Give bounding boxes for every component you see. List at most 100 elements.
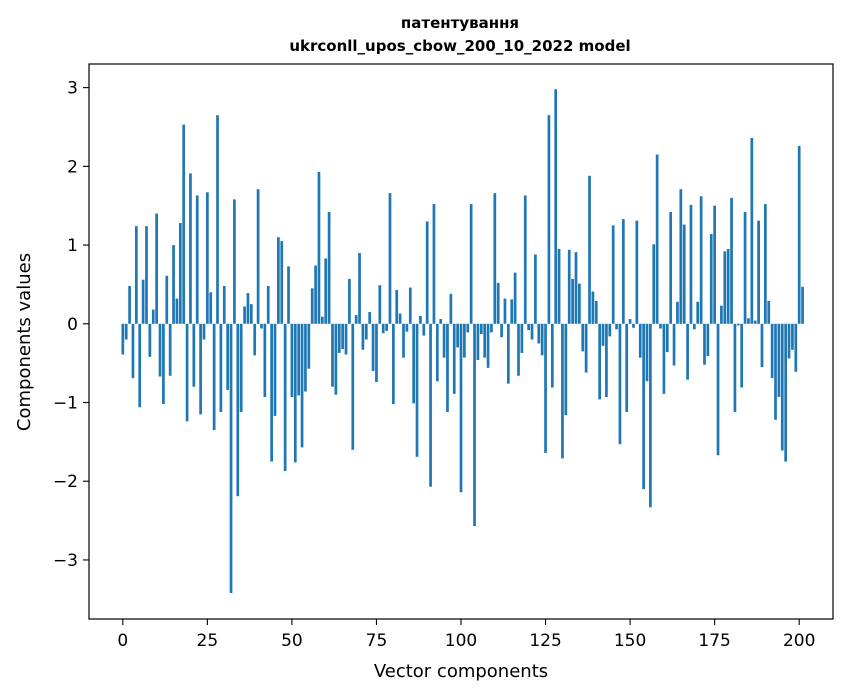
bar bbox=[689, 204, 693, 324]
bar bbox=[327, 212, 331, 324]
bar bbox=[608, 323, 612, 337]
bar bbox=[791, 323, 794, 350]
bar bbox=[304, 323, 307, 392]
bar bbox=[405, 323, 409, 332]
x-axis-ticks: 0 25 50 75 100 125 150 175 200 bbox=[117, 619, 815, 651]
bar bbox=[348, 278, 351, 324]
chart-title-line-2: ukrconll_upos_cbow_200_10_2022 model bbox=[289, 37, 630, 55]
bar bbox=[452, 323, 456, 394]
bar bbox=[178, 223, 182, 324]
bar bbox=[233, 199, 236, 324]
y-tick-label: 2 bbox=[67, 157, 78, 177]
bar bbox=[523, 195, 527, 324]
bar bbox=[243, 306, 246, 324]
bar bbox=[740, 323, 744, 388]
bar bbox=[496, 282, 500, 324]
y-tick-label: 3 bbox=[67, 79, 78, 99]
bar bbox=[534, 254, 537, 324]
bar bbox=[503, 298, 507, 324]
bar bbox=[172, 245, 175, 324]
bar bbox=[371, 323, 375, 372]
bar bbox=[229, 323, 233, 594]
bar bbox=[780, 323, 784, 451]
bar bbox=[706, 323, 710, 357]
bar bbox=[314, 265, 317, 324]
bar bbox=[429, 323, 432, 487]
bar bbox=[605, 323, 608, 397]
bar bbox=[331, 323, 334, 387]
bar bbox=[206, 192, 209, 324]
bar bbox=[736, 323, 740, 326]
bar bbox=[469, 204, 473, 324]
x-axis-label: Vector components bbox=[374, 661, 548, 682]
bar bbox=[726, 249, 730, 324]
bar bbox=[287, 266, 290, 324]
bar bbox=[256, 189, 260, 324]
bar bbox=[134, 226, 138, 324]
bar bbox=[669, 212, 673, 324]
bar bbox=[676, 301, 679, 324]
bar bbox=[165, 275, 169, 324]
bar bbox=[131, 323, 135, 379]
bar bbox=[692, 323, 696, 330]
bar bbox=[209, 292, 213, 324]
bar bbox=[219, 323, 223, 412]
bar bbox=[554, 89, 558, 324]
bar bbox=[699, 196, 703, 324]
bar bbox=[273, 323, 277, 416]
bar bbox=[344, 323, 348, 355]
bar bbox=[621, 219, 625, 324]
bar bbox=[293, 323, 297, 463]
bar bbox=[540, 323, 544, 356]
bar bbox=[682, 224, 686, 324]
bar bbox=[124, 323, 128, 340]
bar bbox=[567, 249, 571, 324]
x-tick-label: 175 bbox=[698, 631, 730, 651]
bar bbox=[777, 323, 781, 397]
bar bbox=[517, 323, 520, 376]
bar bbox=[354, 315, 358, 324]
bar bbox=[753, 320, 757, 324]
bar bbox=[175, 298, 179, 324]
bar bbox=[618, 323, 622, 445]
bar bbox=[202, 323, 206, 340]
bar bbox=[764, 204, 767, 324]
bar bbox=[446, 323, 449, 412]
bar bbox=[419, 315, 422, 324]
y-tick-label: 0 bbox=[67, 315, 78, 335]
bar bbox=[628, 319, 632, 324]
bar bbox=[544, 323, 547, 453]
x-tick-label: 200 bbox=[783, 631, 815, 651]
bar bbox=[395, 289, 399, 324]
bar bbox=[686, 323, 689, 380]
bar bbox=[442, 323, 446, 358]
bar bbox=[392, 323, 395, 405]
bar bbox=[665, 323, 669, 353]
bar bbox=[381, 323, 385, 334]
bar bbox=[550, 323, 554, 388]
bar bbox=[466, 323, 470, 333]
bar bbox=[439, 319, 443, 324]
bar bbox=[185, 323, 189, 422]
bar bbox=[236, 323, 240, 497]
bar bbox=[249, 304, 253, 324]
bar bbox=[655, 154, 659, 324]
plot-frame bbox=[88, 63, 834, 620]
bar bbox=[584, 323, 588, 373]
bar bbox=[757, 220, 760, 324]
bar bbox=[733, 323, 737, 412]
bar bbox=[537, 323, 541, 344]
bar bbox=[767, 300, 771, 324]
bar bbox=[145, 226, 148, 324]
bar bbox=[412, 323, 416, 404]
bar bbox=[253, 323, 257, 356]
bar bbox=[280, 241, 284, 324]
bar bbox=[659, 323, 662, 329]
bar bbox=[797, 145, 801, 324]
bar bbox=[632, 323, 635, 328]
bar bbox=[351, 323, 355, 450]
bar bbox=[473, 323, 476, 527]
bar bbox=[747, 318, 750, 324]
bar bbox=[672, 323, 676, 366]
